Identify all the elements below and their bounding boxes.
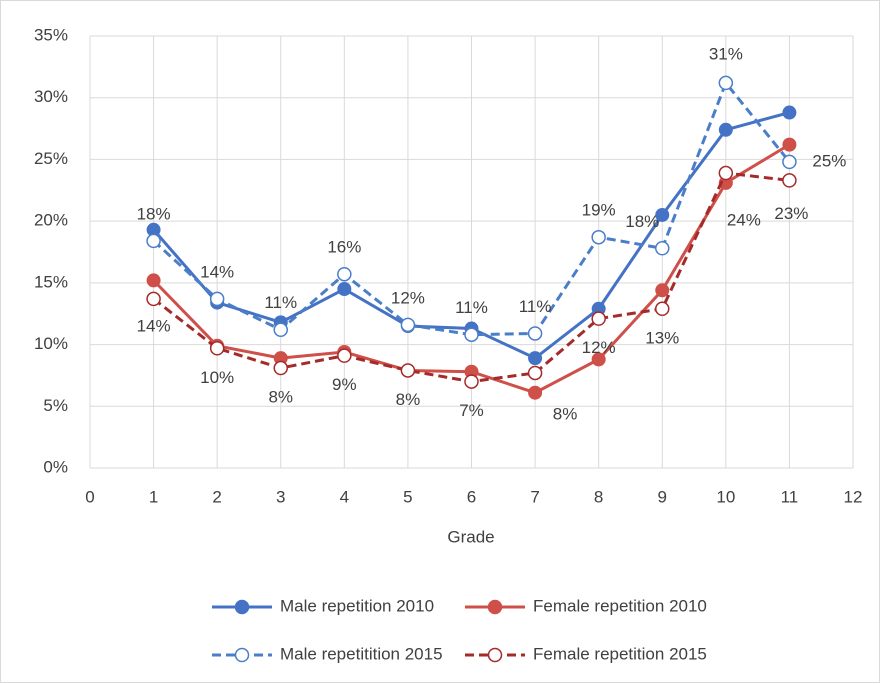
data-point [527,326,543,341]
y-tick-label: 35% [34,25,68,44]
data-point [464,374,479,389]
x-tick-label: 2 [212,487,221,506]
data-label: 24% [727,210,761,229]
legend-marker [234,647,250,663]
y-tick-label: 20% [34,211,68,230]
data-point [782,154,797,170]
data-label: 14% [137,316,171,335]
data-point [782,105,797,120]
data-label: 13% [645,328,679,347]
y-tick-label: 15% [34,272,68,291]
data-label: 14% [200,262,234,281]
data-point [527,365,543,381]
x-tick-label: 3 [276,487,285,506]
x-tick-label: 8 [594,487,603,506]
data-label: 11% [455,298,488,317]
data-point [718,75,734,91]
data-label: 8% [396,390,421,409]
data-point [591,229,606,245]
data-point [273,360,288,376]
data-point [718,122,733,137]
x-tick-label: 11 [781,487,799,506]
legend-label: Female repetition 2015 [533,644,707,663]
y-tick-label: 25% [34,149,68,168]
x-tick-label: 6 [467,487,476,506]
x-tick-label: 0 [85,487,94,506]
data-label: 10% [200,368,234,387]
data-label: 12% [391,288,425,307]
data-label: 8% [268,388,293,407]
data-point [655,241,670,256]
data-point [209,291,225,307]
data-label: 16% [327,238,361,257]
data-label: 23% [774,204,808,223]
data-label: 18% [137,204,171,223]
y-tick-label: 0% [43,457,68,476]
legend-marker [487,599,503,615]
data-point [655,301,670,317]
x-tick-label: 10 [716,487,735,506]
data-label: 31% [709,44,743,63]
legend-label: Female repetition 2010 [533,596,707,615]
data-label: 18% [625,212,659,231]
data-point [146,273,161,288]
x-tick-label: 9 [658,487,667,506]
data-point [591,352,606,367]
x-tick-label: 7 [530,487,539,506]
legend-label: Male repetition 2010 [280,596,434,615]
legend-label: Male repetitition 2015 [280,644,443,663]
data-label: 11% [519,297,552,316]
data-label: 11% [264,293,297,312]
x-tick-label: 1 [149,487,158,506]
legend-marker [487,647,503,663]
data-point [209,341,225,356]
data-point [400,317,416,333]
data-point [591,311,606,326]
y-tick-label: 10% [34,334,68,353]
data-point [464,327,479,342]
data-point [273,322,288,338]
legend-marker [234,599,250,615]
y-tick-label: 5% [43,396,68,415]
data-label: 9% [332,375,357,394]
data-point [528,351,543,366]
data-point [655,283,670,298]
data-point [718,165,734,181]
x-tick-label: 4 [340,487,349,506]
data-point [146,233,161,249]
data-label: 19% [582,201,616,220]
data-point [337,266,352,282]
data-point [337,282,352,297]
data-point [655,207,670,222]
data-label: 7% [459,401,484,420]
y-tick-label: 30% [34,87,68,106]
x-tick-label: 12 [844,487,863,506]
data-point [337,348,352,363]
data-point [528,385,543,400]
data-point [400,363,416,378]
data-label: 12% [582,338,616,357]
data-label: 25% [812,151,846,170]
data-point [146,291,161,307]
data-point [782,173,797,188]
x-axis-label: Grade [447,527,494,546]
data-label: 8% [553,404,578,423]
data-point [782,137,797,152]
x-tick-label: 5 [403,487,412,506]
